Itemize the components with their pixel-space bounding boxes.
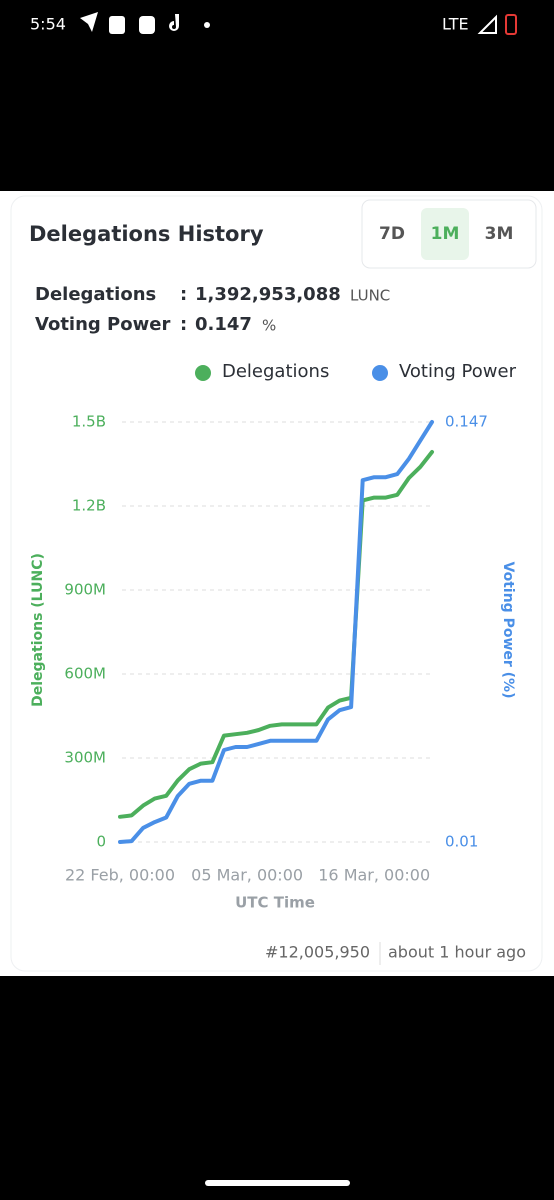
stat-sep: :: [180, 284, 187, 305]
range-button[interactable]: 1M: [431, 224, 460, 244]
stat-value: 0.147: [195, 314, 252, 335]
stat-label: Delegations: [35, 284, 156, 305]
x-tick-label: 05 Mar, 00:00: [191, 866, 303, 885]
line: [118, 450, 434, 819]
y2-axis-title: Voting Power (%): [500, 562, 516, 699]
legend-swatch: [195, 365, 211, 381]
status-icons: [80, 12, 210, 34]
y-tick-label: 1.5B: [72, 413, 106, 431]
stat-unit: LUNC: [350, 287, 390, 305]
stat-value: 1,392,953,088: [195, 284, 341, 305]
x-tick-label: 22 Feb, 00:00: [65, 866, 175, 885]
y-tick-label: 1.2B: [72, 497, 106, 515]
home-indicator: [205, 1180, 350, 1186]
stat-sep: :: [180, 314, 187, 335]
block-height: #12,005,950: [265, 943, 370, 962]
line: [118, 420, 434, 844]
y-tick-label: 300M: [64, 749, 106, 767]
card-title: Delegations History: [29, 222, 264, 246]
y-axis-title: Delegations (LUNC): [30, 553, 46, 707]
y-tick-label: 0: [96, 833, 106, 851]
legend-label: Voting Power: [399, 361, 517, 382]
y-tick-label: 600M: [64, 665, 106, 683]
y-tick-label: 900M: [64, 581, 106, 599]
range-button[interactable]: 7D: [379, 224, 405, 244]
x-tick-label: 16 Mar, 00:00: [318, 866, 430, 885]
stat-label: Voting Power: [35, 314, 170, 335]
status-network: LTE: [442, 15, 469, 34]
x-axis-title: UTC Time: [235, 894, 315, 912]
card: [10, 195, 543, 972]
status-time: 5:54: [30, 15, 66, 34]
y2-tick-label: 0.01: [445, 833, 478, 851]
time-ago: about 1 hour ago: [388, 943, 526, 962]
y2-tick-label: 0.147: [445, 413, 488, 431]
legend-label: Delegations: [222, 361, 329, 382]
battery-icon: [505, 14, 517, 35]
range-button[interactable]: 3M: [485, 224, 514, 244]
stat-unit: %: [262, 317, 276, 335]
legend-swatch: [372, 365, 388, 381]
range-active-bg: [421, 208, 469, 260]
signal-icon: [477, 14, 497, 34]
